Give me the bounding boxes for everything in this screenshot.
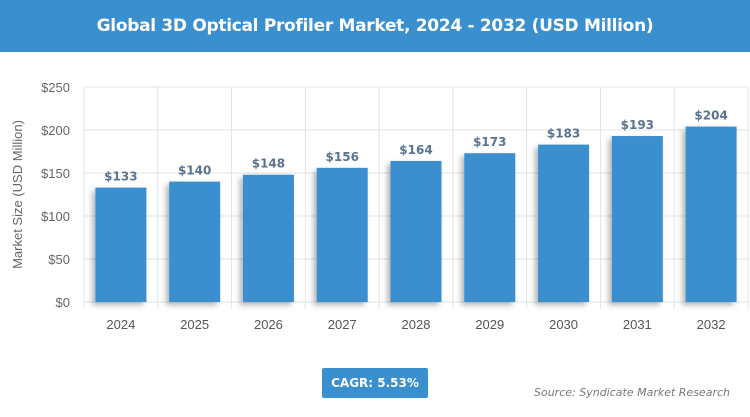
bar-2025 [169, 181, 221, 302]
y-tick-label: $0 [56, 295, 70, 310]
bar-2028 [390, 160, 442, 302]
bar-2024 [95, 187, 147, 302]
bar-2030 [538, 144, 590, 302]
y-tick-label: $200 [41, 123, 70, 138]
data-label: $156 [326, 150, 359, 164]
x-tick-label: 2029 [475, 317, 504, 332]
x-tick-label: 2030 [549, 317, 578, 332]
bar-2029 [464, 153, 516, 302]
y-tick-label: $100 [41, 209, 70, 224]
data-label: $140 [178, 164, 211, 178]
data-label: $173 [473, 135, 506, 149]
x-tick-label: 2031 [623, 317, 652, 332]
data-label: $148 [252, 157, 285, 171]
y-tick-label: $50 [48, 252, 70, 267]
y-tick-label: $250 [41, 80, 70, 95]
chart-title: Global 3D Optical Profiler Market, 2024 … [0, 0, 750, 52]
bar-2027 [316, 167, 368, 302]
source-note: Source: Syndicate Market Research [534, 386, 730, 399]
y-tick-label: $150 [41, 166, 70, 181]
data-label: $183 [547, 127, 580, 141]
x-tick-label: 2026 [254, 317, 283, 332]
bar-2026 [242, 174, 294, 302]
bar-2031 [611, 136, 663, 302]
x-tick-label: 2025 [180, 317, 209, 332]
x-tick-label: 2032 [697, 317, 726, 332]
bar-2032 [685, 126, 737, 302]
y-axis-title: Market Size (USD Million) [10, 120, 25, 269]
data-label: $193 [621, 118, 654, 132]
data-label: $133 [104, 170, 137, 184]
cagr-badge: CAGR: 5.53% [322, 368, 428, 398]
data-label: $204 [694, 109, 727, 123]
x-tick-label: 2024 [106, 317, 135, 332]
data-label: $164 [399, 143, 432, 157]
x-tick-label: 2028 [402, 317, 431, 332]
x-tick-label: 2027 [328, 317, 357, 332]
